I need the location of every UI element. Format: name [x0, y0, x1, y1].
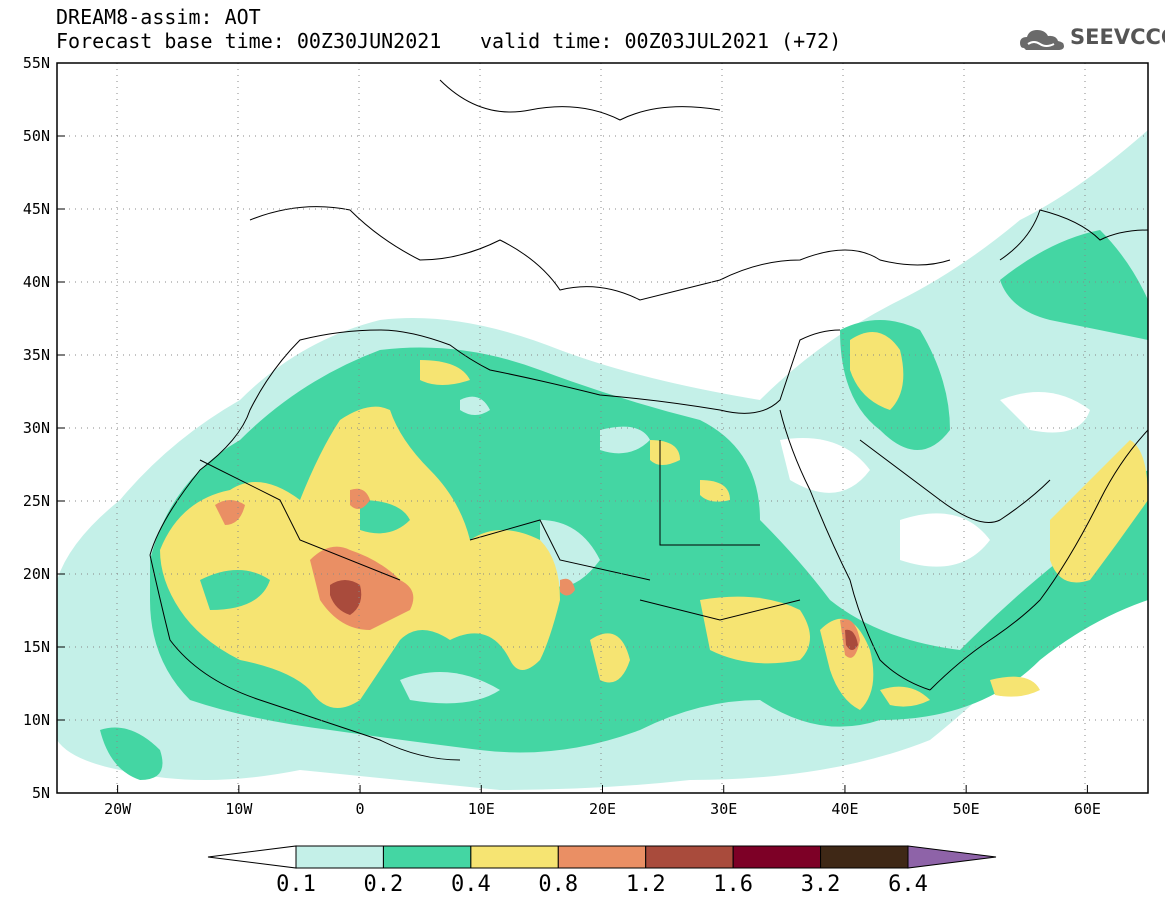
- colorbar-right-arrow: [907, 845, 997, 869]
- lat-label: 45N: [22, 200, 50, 218]
- cloud-logo-icon: [1020, 30, 1064, 50]
- colorbar-label: 0.2: [363, 872, 404, 897]
- colorbar-label: 3.2: [800, 872, 841, 897]
- lon-label: 30E: [710, 800, 738, 818]
- colorbar-label: 1.6: [713, 872, 754, 897]
- lon-label: 20W: [104, 800, 132, 818]
- colorbar-label: 0.1: [276, 872, 316, 897]
- lat-label: 35N: [22, 346, 50, 364]
- lon-label: 0: [355, 800, 365, 818]
- colorbar-label: 0.4: [450, 872, 491, 897]
- lat-label: 15N: [22, 638, 50, 656]
- lon-label: 60E: [1073, 800, 1101, 818]
- lon-label: 50E: [952, 800, 980, 818]
- lat-label: 55N: [22, 54, 50, 72]
- lon-label: 10E: [467, 800, 495, 818]
- colorbar-box: [645, 845, 734, 869]
- lat-label: 5N: [31, 784, 50, 802]
- colorbar-box: [382, 845, 472, 869]
- colorbar-box: [732, 845, 822, 869]
- lat-label: 30N: [22, 419, 50, 437]
- colorbar-box: [820, 845, 909, 869]
- colorbar-box: [470, 845, 559, 869]
- valid-time: valid time: 00Z03JUL2021 (+72): [480, 29, 842, 53]
- colorbar: [207, 845, 997, 869]
- aot-field: [57, 130, 1148, 790]
- map-title: DREAM8-assim: AOT: [56, 5, 261, 29]
- axis-ticks: [57, 62, 1088, 794]
- lat-label: 10N: [22, 711, 50, 729]
- lat-label: 40N: [22, 273, 50, 291]
- lat-label: 20N: [22, 565, 50, 583]
- logo-text: SEEVCCC: [1070, 25, 1165, 49]
- lon-label: 10W: [225, 800, 253, 818]
- colorbar-label: 6.4: [888, 872, 928, 897]
- forecast-base-time: Forecast base time: 00Z30JUN2021: [56, 29, 442, 53]
- lat-label: 50N: [22, 127, 50, 145]
- colorbar-label: 0.8: [538, 872, 579, 897]
- colorbar-box: [295, 845, 384, 869]
- coastlines: [149, 79, 1148, 761]
- colorbar-label: 1.2: [625, 872, 666, 897]
- lon-label: 20E: [588, 800, 617, 818]
- colorbar-left-arrow: [207, 845, 297, 869]
- lat-label: 25N: [22, 492, 50, 510]
- lon-label: 40E: [831, 800, 859, 818]
- colorbar-box: [557, 845, 647, 869]
